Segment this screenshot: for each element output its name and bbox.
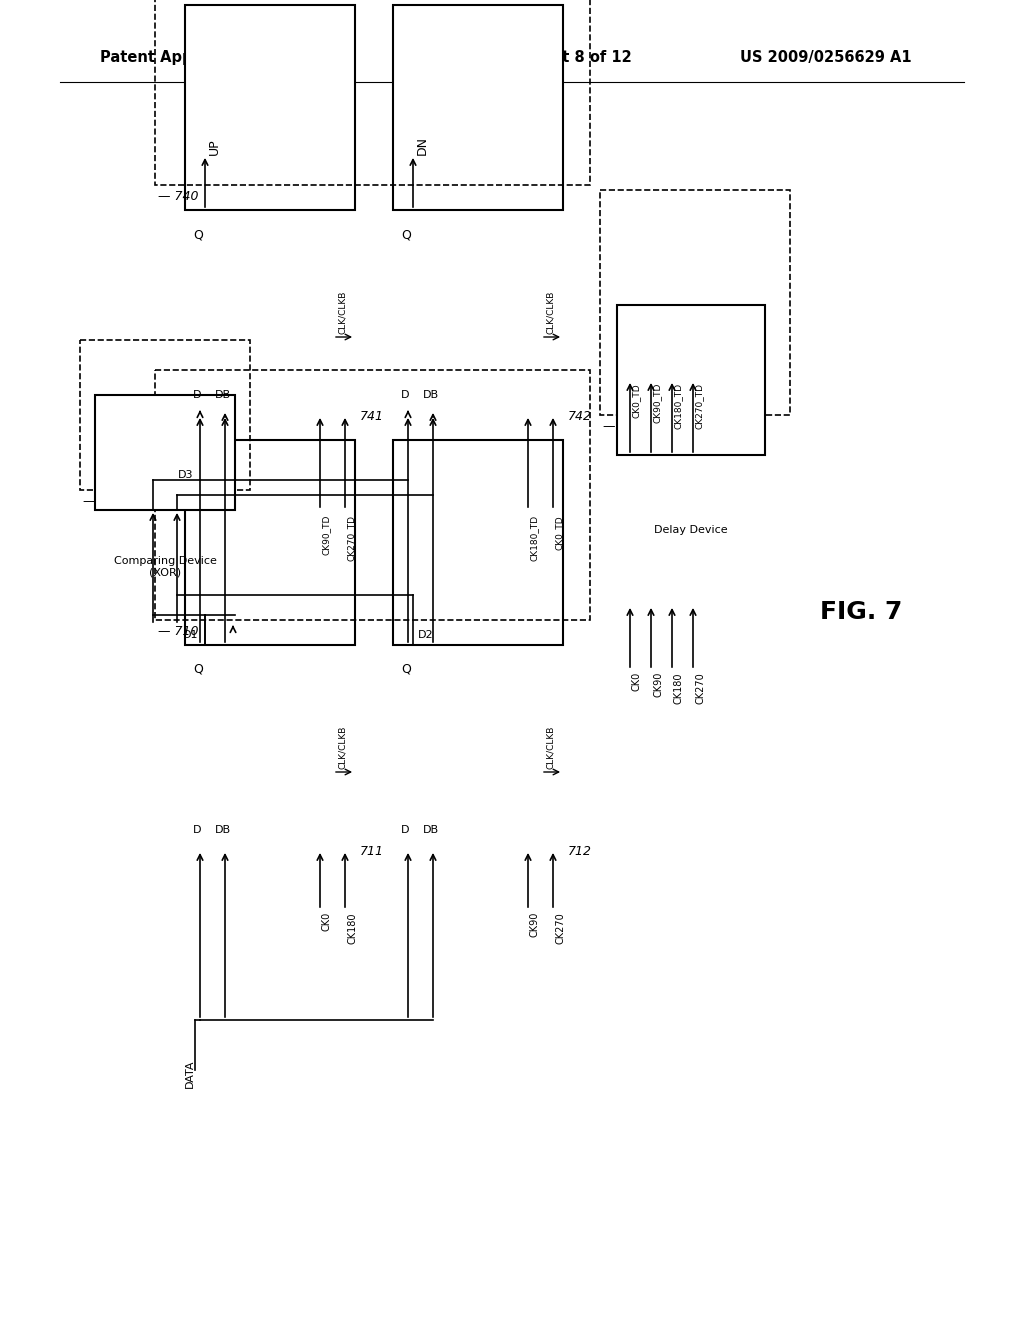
Bar (185, 440, 355, 645)
Bar (617, 305, 765, 455)
Text: — 740: — 740 (158, 190, 199, 203)
Text: DATA: DATA (185, 1060, 195, 1089)
Text: CK180_TD: CK180_TD (674, 383, 683, 429)
Text: 712: 712 (568, 845, 592, 858)
Text: Q: Q (193, 663, 203, 676)
Bar (80, 341, 250, 490)
Text: CK0: CK0 (632, 672, 642, 692)
Text: CK90_TD: CK90_TD (653, 383, 662, 424)
Text: US 2009/0256629 A1: US 2009/0256629 A1 (740, 50, 911, 65)
Text: CK180: CK180 (674, 672, 684, 704)
Text: DB: DB (215, 825, 231, 836)
Text: CK270_TD: CK270_TD (695, 383, 705, 429)
Text: 741: 741 (360, 411, 384, 422)
Text: DB: DB (215, 389, 231, 400)
Text: CK90: CK90 (653, 672, 663, 697)
Text: CK0: CK0 (322, 912, 332, 931)
Text: CK180_TD: CK180_TD (530, 515, 539, 561)
Text: CK90: CK90 (530, 912, 540, 937)
Text: CLK/CLKB: CLK/CLKB (546, 725, 555, 768)
Text: CLK/CLKB: CLK/CLKB (338, 725, 347, 768)
Text: CK270: CK270 (695, 672, 705, 704)
Text: Comparing Device
(XOR): Comparing Device (XOR) (114, 556, 216, 578)
Text: Q: Q (193, 228, 203, 242)
Text: CK0_TD: CK0_TD (632, 383, 641, 417)
Text: CK270: CK270 (555, 912, 565, 944)
Text: D: D (401, 825, 410, 836)
Bar (155, 370, 590, 620)
Text: Q: Q (401, 228, 411, 242)
Text: Delay Device: Delay Device (654, 525, 728, 535)
Text: D1: D1 (183, 630, 199, 640)
Text: CK0_TD: CK0_TD (555, 515, 564, 549)
Bar (393, 5, 563, 210)
Text: DB: DB (423, 825, 439, 836)
Text: — 730: — 730 (603, 420, 643, 433)
Text: — 710: — 710 (158, 624, 199, 638)
Text: CK180: CK180 (347, 912, 357, 944)
Text: 711: 711 (360, 845, 384, 858)
Bar (185, 5, 355, 210)
Text: Patent Application Publication: Patent Application Publication (100, 50, 351, 65)
Text: 742: 742 (568, 411, 592, 422)
Text: — 720: — 720 (83, 495, 124, 508)
Bar (155, 0, 590, 185)
Text: CLK/CLKB: CLK/CLKB (338, 290, 347, 334)
Text: CLK/CLKB: CLK/CLKB (546, 290, 555, 334)
Text: D2: D2 (418, 630, 433, 640)
Text: CK90_TD: CK90_TD (322, 515, 331, 556)
Text: D: D (193, 389, 202, 400)
Text: D: D (193, 825, 202, 836)
Bar (600, 190, 790, 414)
Text: Oct. 15, 2009  Sheet 8 of 12: Oct. 15, 2009 Sheet 8 of 12 (400, 50, 632, 65)
Text: D3: D3 (178, 470, 194, 480)
Bar (95, 395, 234, 510)
Bar (393, 440, 563, 645)
Text: Q: Q (401, 663, 411, 676)
Text: FIG. 7: FIG. 7 (820, 601, 902, 624)
Text: UP: UP (208, 139, 221, 154)
Text: CK270_TD: CK270_TD (347, 515, 356, 561)
Text: DB: DB (423, 389, 439, 400)
Text: DN: DN (416, 136, 429, 154)
Text: D: D (401, 389, 410, 400)
